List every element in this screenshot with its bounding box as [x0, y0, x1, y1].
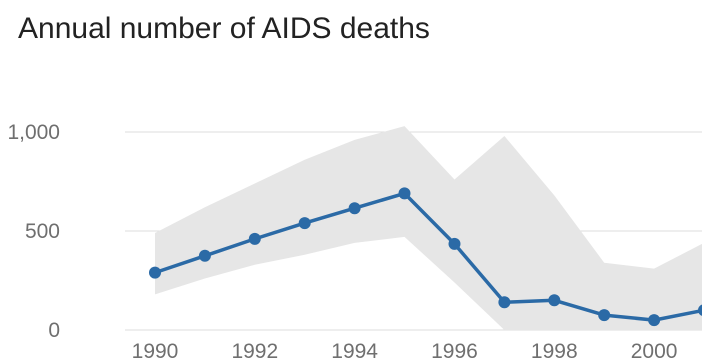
x-tick-label: 1994: [331, 340, 378, 363]
y-axis-ticks: 0 500 1,000: [7, 121, 60, 342]
series-line-layer: [153, 191, 702, 322]
data-point[interactable]: [448, 237, 461, 250]
y-tick-label: 500: [25, 220, 60, 243]
data-point[interactable]: [648, 314, 661, 327]
data-point[interactable]: [149, 266, 161, 279]
data-point[interactable]: [548, 294, 561, 307]
series-line: [153, 191, 702, 322]
x-tick-label: 1992: [231, 340, 278, 363]
chart-title: Annual number of AIDS deaths: [18, 12, 430, 45]
uncertainty-band-layer: [155, 126, 702, 330]
y-tick-label: 0: [48, 319, 60, 342]
data-point[interactable]: [248, 232, 261, 245]
data-point[interactable]: [198, 249, 211, 262]
data-point[interactable]: [398, 187, 411, 200]
data-points: [149, 187, 702, 327]
x-tick-label: 1990: [132, 340, 179, 363]
data-point[interactable]: [498, 296, 511, 309]
x-tick-label: 1996: [431, 340, 478, 363]
x-tick-label: 2000: [631, 340, 678, 363]
uncertainty-band: [155, 126, 702, 330]
data-point[interactable]: [348, 202, 361, 215]
y-tick-label: 1,000: [7, 121, 60, 144]
data-point[interactable]: [598, 309, 611, 322]
data-point[interactable]: [698, 304, 702, 316]
data-point[interactable]: [298, 217, 311, 230]
x-tick-label: 1998: [531, 340, 578, 363]
x-axis-ticks: 1990 1992 1994 1996 1998 2000: [132, 340, 678, 363]
